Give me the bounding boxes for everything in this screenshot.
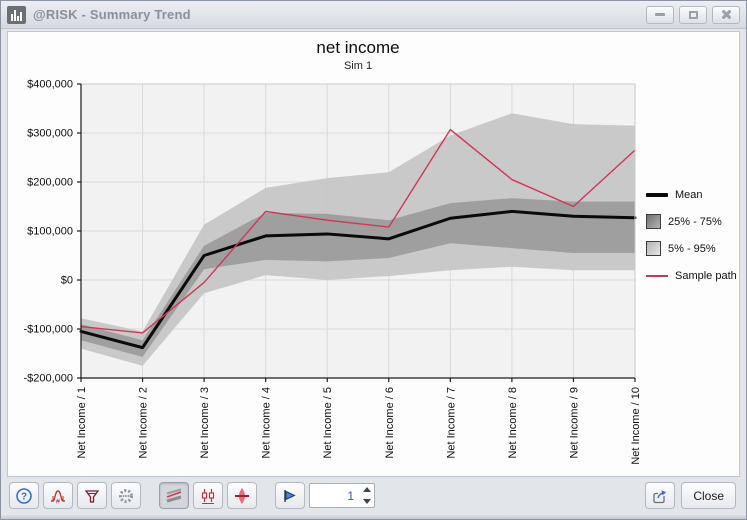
svg-text:$100,000: $100,000 [27,226,73,238]
trend-chart: -$200,000 -$100,000 $0 $100,000 $200,000 $300… [23,79,642,465]
legend-label: Sample path [675,269,737,282]
filter-button[interactable] [77,482,107,509]
svg-text:Net Income / 8: Net Income / 8 [507,387,519,459]
distribution-markers-button[interactable]: # [43,482,73,509]
svg-text:Net Income / 5: Net Income / 5 [322,387,334,459]
svg-text:$400,000: $400,000 [27,79,73,91]
filter-icon [84,489,100,503]
sample-path-swatch [646,274,668,277]
help-button[interactable]: ? [9,482,39,509]
svg-text:Net Income / 2: Net Income / 2 [138,387,150,459]
view-fan-summary-button[interactable] [227,482,257,509]
sim-number-input[interactable] [310,484,356,507]
window-bottom-frame [1,515,746,519]
legend-item-25-75: 25% - 75% [646,214,739,229]
sim-number-spinner [309,483,375,508]
spinner-up-button[interactable] [361,485,372,494]
minimize-icon [655,13,665,16]
inner-band-swatch [646,214,661,229]
svg-text:$0: $0 [61,275,73,287]
maximize-icon [688,10,698,19]
titlebar: @RISK - Summary Trend [1,1,746,29]
close-icon [721,9,732,20]
chart-title: net income [316,38,400,57]
legend-label: 5% - 95% [668,242,716,255]
step-sim-icon [284,489,296,502]
export-icon [653,489,667,503]
settings-button[interactable] [111,482,141,509]
legend-item-5-95: 5% - 95% [646,241,739,256]
step-sim-button[interactable] [275,482,305,509]
legend-item-sample-path: Sample path [646,268,739,283]
settings-gear-icon [119,488,133,503]
close-button[interactable]: Close [681,482,736,509]
bar-chart-icon [7,5,26,24]
window-title: @RISK - Summary Trend [33,7,191,22]
chart-panel: net income Sim 1 -$200,000 -$100,000 $0 $10… [7,31,740,477]
box-plot-icon [201,488,215,504]
minimize-button[interactable] [646,5,674,24]
svg-text:Net Income / 6: Net Income / 6 [384,387,396,459]
svg-text:?: ? [21,491,27,502]
legend-label: Mean [675,188,703,201]
legend-item-mean: Mean [646,187,739,202]
svg-text:Net Income / 1: Net Income / 1 [76,387,88,459]
svg-text:$300,000: $300,000 [27,128,73,140]
view-box-plot-button[interactable] [193,482,223,509]
svg-text:$200,000: $200,000 [27,177,73,189]
svg-text:#: # [56,498,60,505]
mean-line-swatch [646,192,668,197]
svg-text:-$100,000: -$100,000 [23,324,73,336]
outer-band-swatch [646,241,661,256]
svg-text:Net Income / 9: Net Income / 9 [568,387,580,459]
svg-text:Net Income / 10: Net Income / 10 [630,387,642,465]
svg-text:-$200,000: -$200,000 [23,373,73,385]
help-icon: ? [16,487,32,504]
svg-text:Net Income / 7: Net Income / 7 [445,387,457,459]
maximize-button[interactable] [679,5,707,24]
close-window-button[interactable] [712,5,740,24]
chart-legend: Mean 25% - 75% 5% - 95% Sample path [646,187,739,295]
fan-summary-icon [235,487,249,504]
chart-subtitle: Sim 1 [343,60,373,72]
bottom-toolbar: ? # [7,479,740,515]
export-button[interactable] [645,482,676,509]
legend-label: 25% - 75% [668,215,722,228]
distribution-markers-icon: # [51,489,65,505]
trend-bands-icon [166,488,182,502]
svg-text:Net Income / 3: Net Income / 3 [199,387,211,459]
spinner-down-button[interactable] [361,497,372,506]
svg-text:Net Income / 4: Net Income / 4 [261,387,273,459]
view-trend-bands-button[interactable] [159,482,189,509]
